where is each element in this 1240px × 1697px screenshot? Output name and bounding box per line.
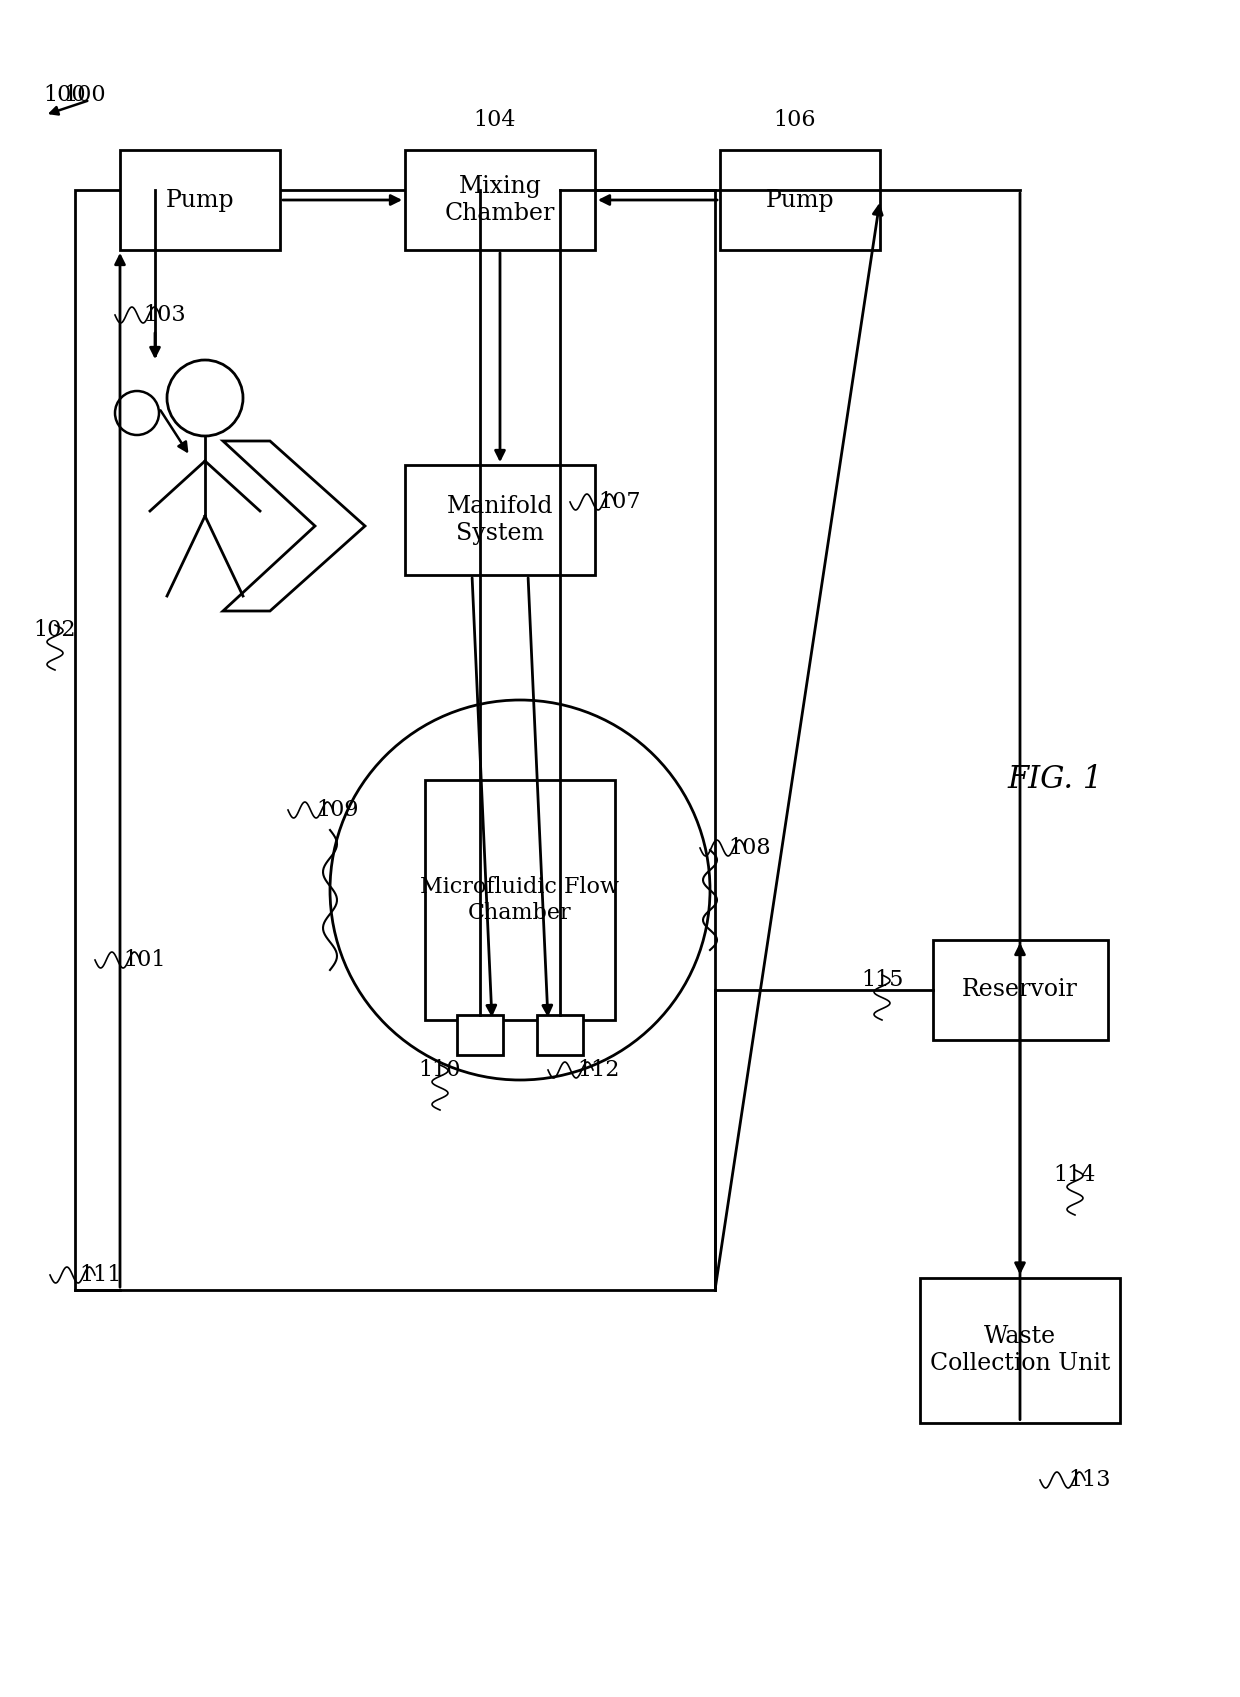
Text: Waste
Collection Unit: Waste Collection Unit <box>930 1325 1110 1375</box>
Bar <box>720 149 880 249</box>
Bar <box>932 940 1107 1040</box>
Text: 100: 100 <box>63 83 107 105</box>
Text: Microfluidic Flow
Chamber: Microfluidic Flow Chamber <box>420 876 620 923</box>
Text: Mixing
Chamber: Mixing Chamber <box>445 175 556 224</box>
Text: 113: 113 <box>1069 1470 1111 1492</box>
Text: 115: 115 <box>861 969 903 991</box>
Bar <box>120 149 280 249</box>
Polygon shape <box>223 441 365 611</box>
Text: FIG. 1: FIG. 1 <box>1007 765 1102 796</box>
Text: Reservoir: Reservoir <box>962 979 1078 1001</box>
Text: 102: 102 <box>33 619 76 641</box>
Text: 114: 114 <box>1054 1164 1096 1186</box>
Text: 109: 109 <box>316 799 360 821</box>
Text: Pump: Pump <box>166 188 234 212</box>
Text: 107: 107 <box>599 490 641 512</box>
Bar <box>920 1278 1120 1422</box>
Bar <box>425 781 615 1020</box>
Text: Pump: Pump <box>765 188 835 212</box>
Text: 112: 112 <box>577 1059 619 1081</box>
Text: 110: 110 <box>419 1059 461 1081</box>
Text: 104: 104 <box>474 109 516 131</box>
Text: 108: 108 <box>729 837 771 859</box>
Text: 100: 100 <box>43 83 87 105</box>
Text: Manifold
System: Manifold System <box>446 496 553 545</box>
Bar <box>405 465 595 575</box>
Text: 101: 101 <box>124 949 166 971</box>
Text: 103: 103 <box>144 304 186 326</box>
Bar <box>537 1015 583 1056</box>
Bar <box>74 190 715 1290</box>
Bar <box>458 1015 503 1056</box>
Circle shape <box>167 360 243 436</box>
Text: 111: 111 <box>79 1264 122 1286</box>
Circle shape <box>115 390 159 434</box>
Bar <box>405 149 595 249</box>
Text: 106: 106 <box>774 109 816 131</box>
